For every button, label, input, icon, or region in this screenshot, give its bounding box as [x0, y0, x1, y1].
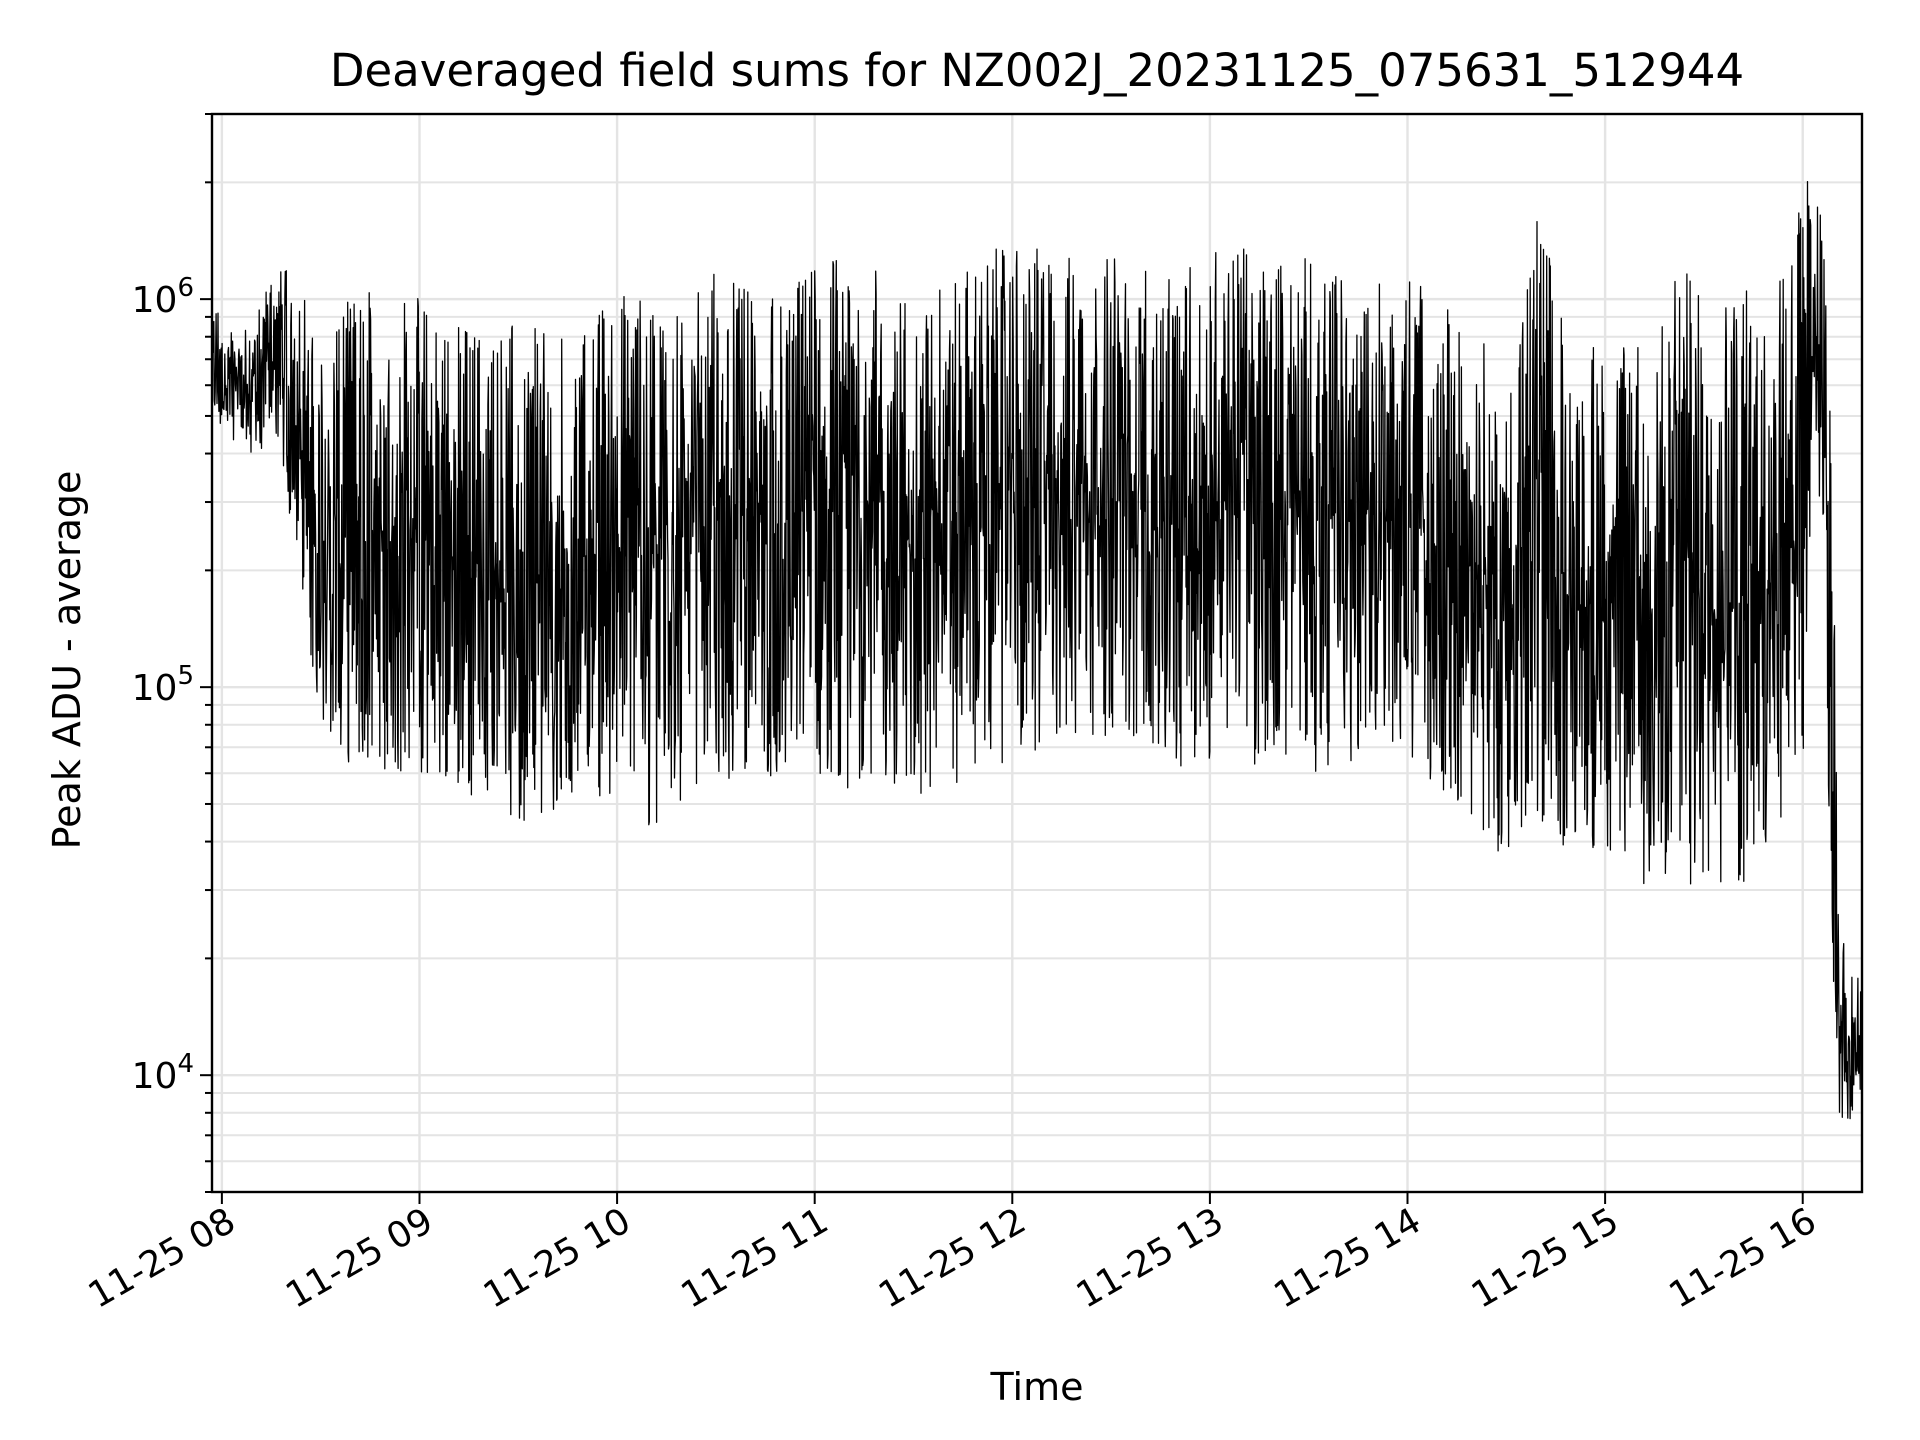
x-tick-labels: 11-25 08 11-25 09 11-25 10 11-25 11 11-25 12…: [82, 1200, 1824, 1316]
x-tick-label: 11-25 13: [1070, 1200, 1231, 1316]
y-tick-label: 105: [132, 661, 194, 709]
y-tick-label: 106: [132, 273, 194, 321]
x-tick-label: 11-25 10: [477, 1200, 638, 1316]
x-axis-label: Time: [990, 1365, 1084, 1409]
plot-series: [211, 180, 1863, 1120]
axis-ticks: [200, 113, 1804, 1204]
x-tick-label: 11-25 09: [279, 1200, 440, 1316]
chart-title: Deaveraged field sums for NZ002J_2023112…: [330, 44, 1744, 97]
y-axis-label: Peak ADU - average: [45, 471, 89, 850]
x-tick-label: 11-25 11: [675, 1200, 836, 1316]
x-tick-label: 11-25 15: [1465, 1200, 1626, 1316]
data-series-line: [211, 180, 1863, 1120]
x-tick-label: 11-25 16: [1663, 1200, 1824, 1316]
x-tick-label: 11-25 12: [872, 1200, 1033, 1316]
y-tick-label: 104: [132, 1049, 194, 1097]
y-tick-labels: 104 105 106: [132, 273, 194, 1097]
x-tick-label: 11-25 08: [82, 1200, 243, 1316]
plot-frame: [210, 112, 1864, 1194]
x-tick-label: 11-25 14: [1267, 1200, 1428, 1316]
